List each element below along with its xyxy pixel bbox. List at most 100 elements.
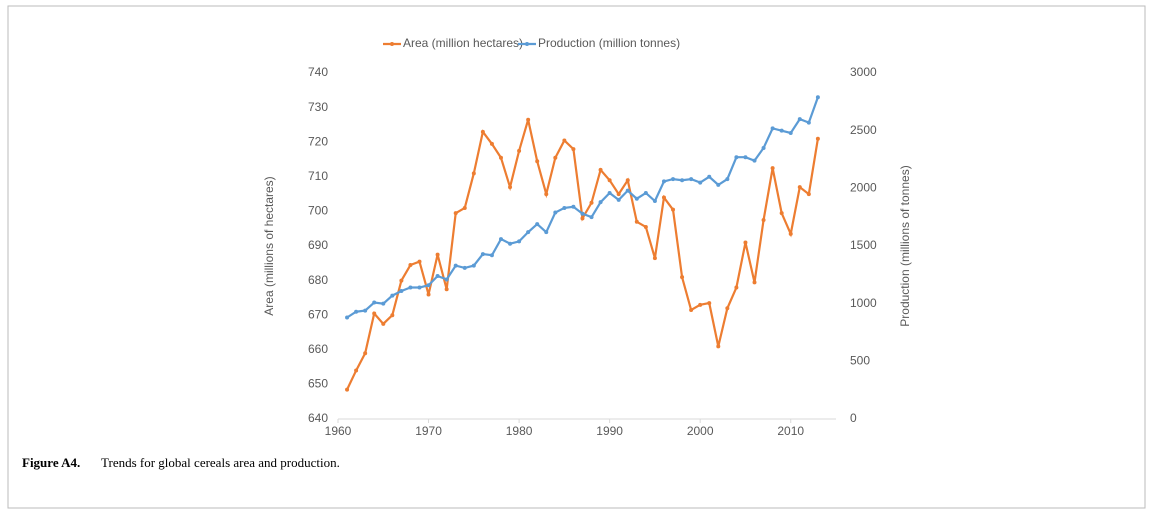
data-point (725, 306, 730, 311)
x-tick-label: 1960 (325, 424, 352, 438)
data-point (815, 136, 820, 141)
data-point (806, 192, 811, 197)
y2-tick-label: 3000 (850, 65, 877, 79)
data-point (797, 185, 802, 190)
data-point (589, 200, 594, 205)
data-point (616, 197, 621, 202)
data-point (526, 230, 531, 235)
y-tick-label: 720 (308, 134, 328, 148)
data-point (689, 177, 694, 182)
data-point (480, 129, 485, 134)
data-point (544, 230, 549, 235)
data-point (399, 278, 404, 283)
data-point (680, 178, 685, 183)
data-point (634, 196, 639, 201)
data-point (363, 308, 368, 313)
data-point (417, 259, 422, 264)
data-point (707, 174, 712, 179)
y2-tick-label: 2000 (850, 181, 877, 195)
y-tick-label: 680 (308, 273, 328, 287)
x-tick-label: 1990 (596, 424, 623, 438)
data-point (462, 265, 467, 270)
data-point (625, 178, 630, 183)
data-point (788, 231, 793, 236)
data-point (444, 277, 449, 282)
data-point (806, 120, 811, 125)
data-point (417, 285, 422, 290)
data-point (571, 147, 576, 152)
x-tick-label: 1980 (506, 424, 533, 438)
data-point (652, 199, 657, 204)
data-point (372, 311, 377, 316)
data-point (661, 195, 666, 200)
data-point (589, 215, 594, 220)
data-point (553, 210, 558, 215)
data-point (489, 253, 494, 258)
data-point (562, 205, 567, 210)
legend-label: Production (million tonnes) (538, 36, 680, 50)
caption-label: Figure A4. (22, 455, 80, 470)
data-point (716, 344, 721, 349)
data-point (580, 216, 585, 221)
data-point (598, 200, 603, 205)
data-point (453, 263, 458, 268)
data-point (544, 192, 549, 197)
data-point (553, 155, 558, 160)
data-point (634, 219, 639, 224)
x-tick-label: 2000 (687, 424, 714, 438)
data-point (743, 155, 748, 160)
data-point (408, 285, 413, 290)
data-point (707, 301, 712, 306)
data-point (734, 155, 739, 160)
data-point (354, 368, 359, 373)
data-point (788, 130, 793, 135)
legend-marker (390, 42, 394, 46)
data-point (815, 95, 820, 100)
data-point (671, 177, 676, 182)
data-point (498, 155, 503, 160)
data-point (381, 301, 386, 306)
data-point (426, 292, 431, 297)
caption-text: Trends for global cereals area and produ… (101, 455, 340, 470)
y-tick-label: 650 (308, 377, 328, 391)
data-point (508, 241, 513, 246)
data-point (770, 166, 775, 171)
y2-tick-label: 500 (850, 354, 870, 368)
data-point (770, 126, 775, 131)
legend-label: Area (million hectares) (403, 36, 523, 50)
data-point (571, 204, 576, 209)
data-point (761, 218, 766, 223)
data-point (453, 211, 458, 216)
y-axis-title: Area (millions of hectares) (262, 176, 276, 315)
data-point (390, 293, 395, 298)
data-point (508, 185, 513, 190)
data-point (381, 321, 386, 326)
y-tick-label: 730 (308, 100, 328, 114)
data-point (643, 224, 648, 229)
series-line (346, 96, 819, 319)
data-point (480, 252, 485, 257)
data-point (698, 180, 703, 185)
data-point (779, 128, 784, 133)
data-point (498, 237, 503, 242)
data-point (354, 309, 359, 314)
data-point (671, 207, 676, 212)
data-point (372, 300, 377, 305)
y2-tick-label: 1500 (850, 238, 877, 252)
data-point (408, 263, 413, 268)
data-point (535, 222, 540, 227)
data-point (643, 190, 648, 195)
data-point (779, 211, 784, 216)
series-line (346, 119, 819, 391)
data-point (625, 188, 630, 193)
data-point (462, 205, 467, 210)
data-point (535, 159, 540, 164)
data-point (489, 141, 494, 146)
y-tick-label: 660 (308, 342, 328, 356)
data-point (743, 240, 748, 245)
data-point (363, 351, 368, 356)
data-point (725, 177, 730, 182)
y-tick-label: 710 (308, 169, 328, 183)
data-point (399, 288, 404, 293)
